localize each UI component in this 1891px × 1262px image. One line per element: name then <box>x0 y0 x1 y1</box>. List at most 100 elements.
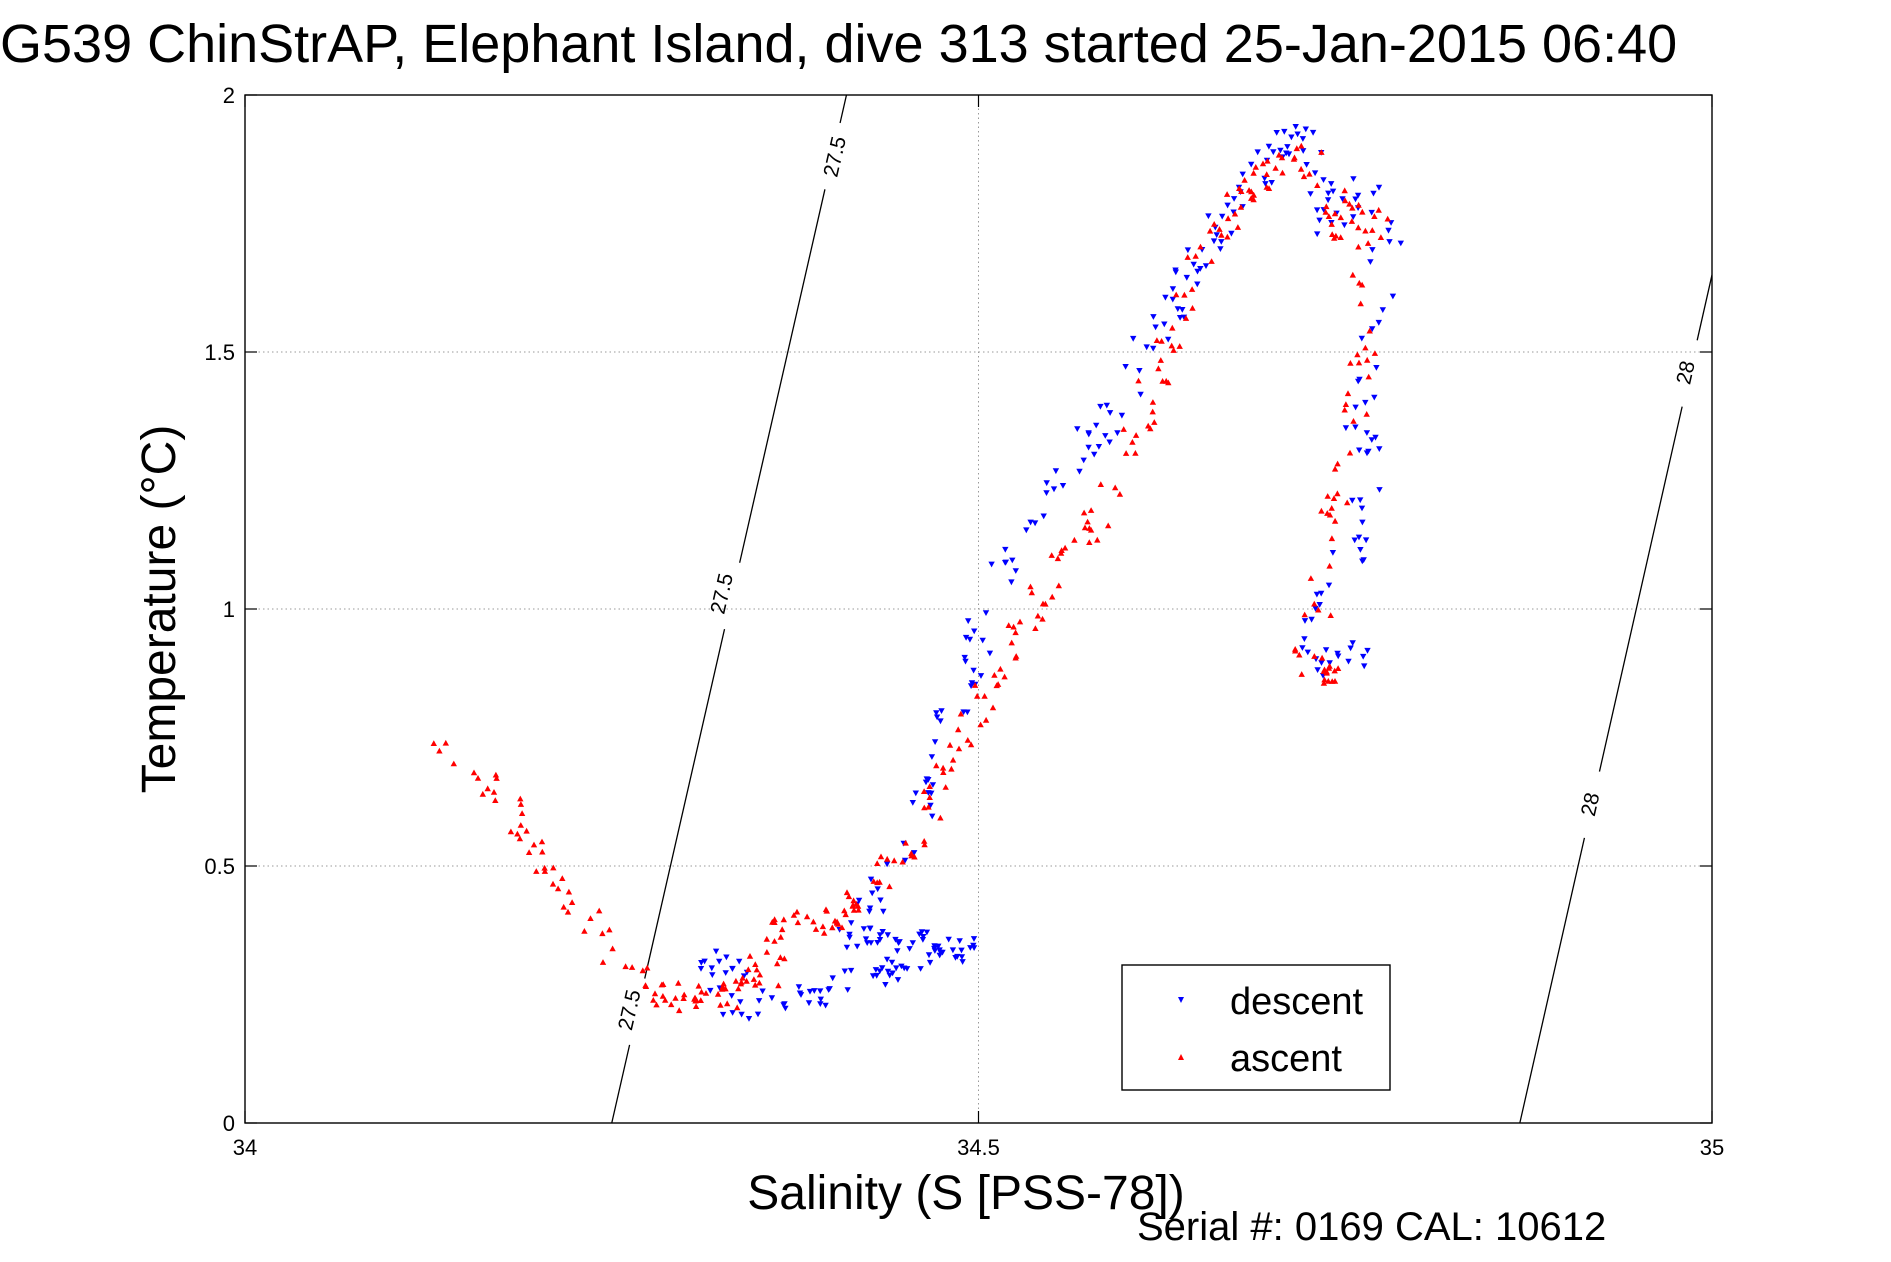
descent-point <box>1137 391 1144 398</box>
descent-point <box>1368 209 1375 216</box>
ascent-point <box>967 741 975 748</box>
ascent-point <box>870 878 877 884</box>
ascent-point <box>1337 234 1344 240</box>
ascent-point <box>1250 169 1257 176</box>
descent-point <box>723 954 730 961</box>
descent-point <box>1210 238 1218 245</box>
ascent-point <box>1344 390 1352 397</box>
ascent-point <box>780 916 787 923</box>
descent-point <box>1359 519 1366 526</box>
ascent-point <box>771 919 778 925</box>
descent-point <box>755 998 763 1004</box>
ascent-point <box>775 982 782 989</box>
ascent-point <box>596 907 603 914</box>
ascent-point <box>1120 426 1127 432</box>
ascent-point <box>933 762 940 769</box>
descent-point <box>876 937 884 943</box>
ascent-point <box>1358 281 1366 288</box>
ascent-point <box>1027 583 1034 590</box>
ascent-point <box>1259 160 1267 167</box>
descent-point <box>1230 209 1237 216</box>
descent-point <box>898 963 905 970</box>
ascent-point <box>1188 286 1196 292</box>
ascent-point <box>1151 419 1158 425</box>
descent-point <box>1150 345 1157 352</box>
ascent-point <box>1354 351 1361 358</box>
descent-point <box>927 802 934 809</box>
contour-line <box>1696 274 1712 341</box>
ascent-point <box>779 926 786 933</box>
ascent-point <box>436 747 443 754</box>
descent-point <box>966 636 974 643</box>
descent-point <box>846 931 853 938</box>
ascent-point <box>1248 188 1255 195</box>
descent-point <box>925 790 932 796</box>
ascent-point <box>1346 200 1353 207</box>
descent-series <box>697 124 1404 1022</box>
ascent-point <box>1264 157 1271 164</box>
descent-point <box>1106 439 1113 446</box>
y-tick-label: 1.5 <box>204 340 235 365</box>
ascent-point <box>771 938 778 944</box>
ascent-point <box>720 980 727 987</box>
ascent-point <box>1211 221 1218 227</box>
descent-point <box>1312 605 1319 612</box>
ascent-point <box>1189 305 1196 311</box>
contour-line <box>1519 837 1586 1123</box>
ascent-point <box>1325 664 1333 671</box>
ascent-point <box>981 693 988 699</box>
ascent-point <box>1058 547 1065 553</box>
ascent-point <box>735 985 742 992</box>
descent-point <box>1371 394 1378 401</box>
ascent-point <box>1028 589 1035 596</box>
descent-point <box>1347 645 1354 652</box>
ascent-point <box>1086 539 1093 545</box>
ascent-point <box>1322 209 1329 215</box>
descent-point <box>1152 324 1159 331</box>
ascent-point <box>752 961 759 967</box>
descent-point <box>1294 131 1301 138</box>
ascent-point <box>539 848 546 855</box>
descent-point <box>1218 239 1225 245</box>
descent-point <box>971 628 978 635</box>
descent-point <box>1213 232 1220 238</box>
descent-point <box>1219 213 1226 220</box>
ascent-point <box>1168 342 1175 349</box>
ascent-point <box>1238 188 1245 194</box>
ascent-point <box>991 672 998 678</box>
ascent-point <box>793 908 801 915</box>
descent-point <box>929 813 936 820</box>
ascent-point <box>442 739 449 746</box>
ascent-point <box>1001 673 1008 680</box>
ascent-point <box>659 993 667 999</box>
ascent-point <box>745 966 752 973</box>
ascent-point <box>1326 511 1334 518</box>
ascent-point <box>514 830 521 837</box>
legend-ascent-label: ascent <box>1230 1038 1342 1080</box>
descent-point <box>867 876 875 883</box>
descent-point <box>906 946 913 952</box>
descent-point <box>1362 399 1369 406</box>
descent-point <box>945 936 952 943</box>
descent-point <box>869 890 876 897</box>
ascent-point <box>1153 337 1161 343</box>
ascent-point <box>1362 344 1369 351</box>
descent-point <box>817 996 824 1003</box>
descent-point <box>1012 568 1019 574</box>
ascent-point <box>1298 671 1305 677</box>
descent-point <box>866 905 874 912</box>
descent-point <box>1356 376 1363 383</box>
descent-point <box>1194 268 1201 275</box>
ascent-point <box>790 912 798 918</box>
descent-point <box>1314 667 1321 673</box>
ascent-point <box>1365 373 1372 380</box>
serial-cal-note: Serial #: 0169 CAL: 10612 <box>1137 1205 1606 1249</box>
descent-point <box>884 968 892 975</box>
ascent-point <box>937 814 944 821</box>
ascent-point <box>1315 606 1322 613</box>
ascent-point <box>1084 518 1091 525</box>
descent-point <box>1190 261 1197 268</box>
ascent-point <box>1122 450 1130 456</box>
ascent-point <box>1042 600 1049 607</box>
ascent-point <box>891 857 898 864</box>
